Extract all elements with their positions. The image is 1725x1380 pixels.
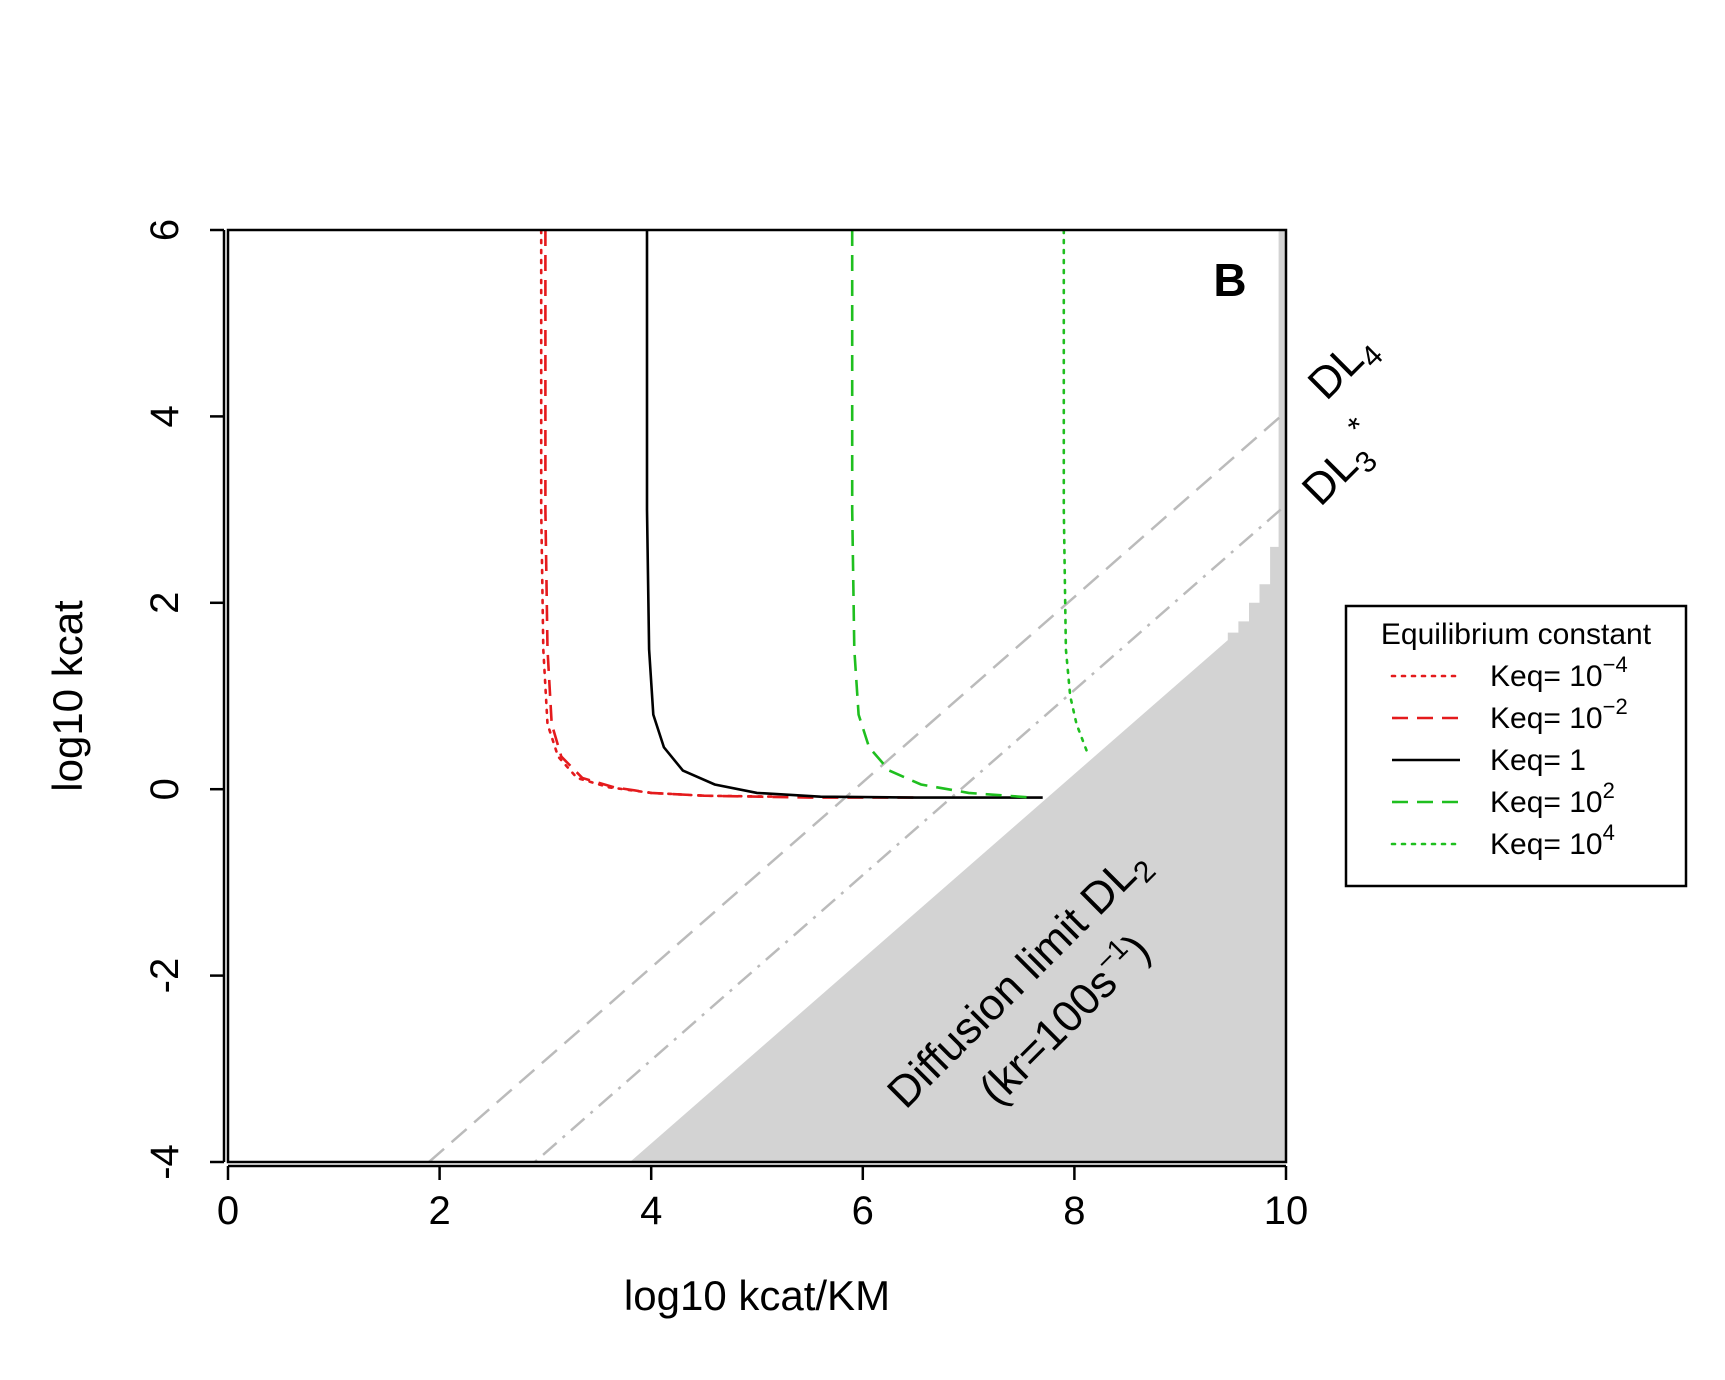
x-tick-label: 8 [1063,1189,1085,1233]
series-line-2 [544,230,916,799]
x-tick-label: 2 [428,1189,450,1233]
diffusion-limit-region [630,230,1286,1162]
series-line-1 [539,230,780,799]
y-tick-label: 2 [143,592,187,614]
x-tick-label: 0 [217,1189,239,1233]
legend-title: Equilibrium constant [1381,618,1652,651]
x-axis: 0 2 4 6 8 10 [217,1164,1309,1233]
y-axis-title: log10 kcat [44,600,91,792]
plot-frame [226,228,1288,1164]
legend-entry-label: Keq= 1 [1490,744,1586,777]
legend-entry-label: Keq= 10−2 [1490,694,1628,735]
series-lines [539,230,1089,799]
panel-label: B [1213,254,1246,306]
y-tick-label: -2 [143,958,187,994]
plot-area [428,230,1286,1162]
y-axis: -4 -2 0 2 4 6 [143,219,226,1180]
reference-lines [428,410,1286,1162]
y-tick-label: -4 [143,1144,187,1180]
x-axis-title: log10 kcat/KM [624,1272,890,1319]
x-tick-label: 6 [852,1189,874,1233]
x-tick-label: 4 [640,1189,662,1233]
y-tick-label: 6 [143,219,187,241]
reference-label-dl4: DL4 [1299,323,1390,414]
series-line-5 [1062,230,1089,754]
series-line-3 [645,230,1043,799]
y-tick-label: 4 [143,405,187,427]
legend-entry-label: Keq= 102 [1490,778,1615,819]
y-tick-label: 0 [143,778,187,800]
reference-line-dl3 [533,503,1286,1162]
reference-label-dl3: DL3* [1286,410,1396,520]
legend-entry-label: Keq= 10−4 [1490,652,1628,693]
x-tick-label: 10 [1264,1189,1309,1233]
series-line-4 [850,230,1033,799]
reference-line-dl4 [428,410,1286,1162]
legend-box [1344,604,1688,888]
legend-entry-label: Keq= 104 [1490,820,1615,861]
